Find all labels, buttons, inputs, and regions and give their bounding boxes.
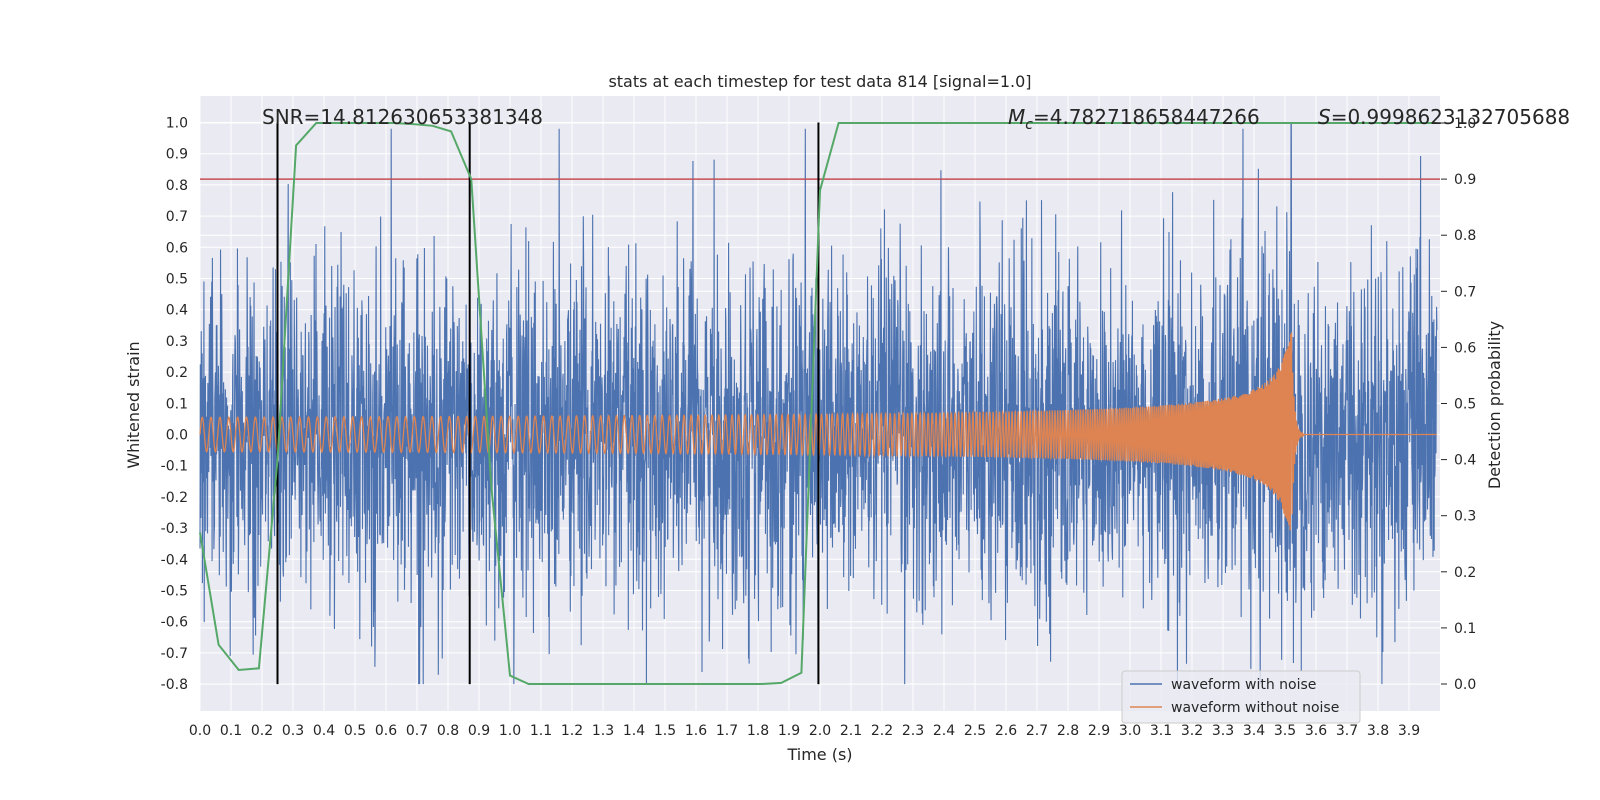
x-tick-label: 0.9 — [468, 723, 490, 739]
y2-tick-label: 0.3 — [1454, 509, 1476, 525]
x-tick-label: 2.7 — [1026, 723, 1048, 739]
score-annotation: S=0.9998623132705688 — [1318, 105, 1570, 129]
x-tick-label: 1.1 — [530, 723, 552, 739]
y-tick-label: 0.3 — [166, 334, 188, 350]
x-tick-label: 3.4 — [1243, 723, 1265, 739]
x-tick-label: 3.8 — [1367, 723, 1389, 739]
x-tick-label: 0.6 — [375, 723, 397, 739]
x-tick-label: 0.8 — [437, 723, 459, 739]
x-tick-label: 3.3 — [1212, 723, 1234, 739]
y2-axis-label: Detection probability — [1485, 321, 1504, 489]
y2-tick-label: 0.8 — [1454, 228, 1476, 244]
x-tick-label: 0.5 — [344, 723, 366, 739]
x-axis-label: Time (s) — [786, 745, 852, 764]
y-axis-ticks: -0.8 -0.7 -0.6 -0.5 -0.4 -0.3 -0.2 -0.1 0.0 0.1 0.… — [161, 116, 188, 694]
y-tick-label: -0.5 — [161, 584, 188, 600]
y2-tick-label: 1.0 — [1454, 116, 1476, 132]
x-tick-label: 3.0 — [1119, 723, 1141, 739]
x-tick-label: 1.5 — [654, 723, 676, 739]
x-tick-label: 1.9 — [778, 723, 800, 739]
y-tick-label: 0.7 — [166, 209, 188, 225]
x-tick-label: 1.7 — [716, 723, 738, 739]
chart-title: stats at each timestep for test data 814… — [608, 72, 1031, 91]
chirp-mass-subscript: c — [1025, 117, 1033, 133]
y-tick-label: -0.2 — [161, 490, 188, 506]
x-axis-ticks: 0.0 0.1 0.2 0.3 0.4 0.5 0.6 0.7 0.8 0.9 1.0 1.1 1.2 1… — [189, 723, 1420, 739]
y-tick-label: -0.6 — [161, 615, 188, 631]
x-tick-label: 3.9 — [1398, 723, 1420, 739]
x-tick-label: 0.3 — [282, 723, 304, 739]
x-tick-label: 2.3 — [902, 723, 924, 739]
detection-probability-line — [199, 122, 1437, 685]
x-tick-label: 1.4 — [623, 723, 645, 739]
legend-box — [1121, 670, 1361, 724]
x-tick-label: 3.5 — [1274, 723, 1296, 739]
x-tick-label: 1.0 — [499, 723, 521, 739]
y-tick-label: -0.4 — [161, 552, 188, 568]
y-tick-label: 0.0 — [166, 428, 188, 444]
x-tick-label: 0.0 — [189, 723, 211, 739]
y2-axis-ticks: 0.0 0.1 0.2 0.3 0.4 0.5 0.6 0.7 0.8 0.9 1.0 — [1441, 116, 1476, 693]
x-tick-label: 3.7 — [1336, 723, 1358, 739]
x-tick-label: 3.1 — [1150, 723, 1172, 739]
chirp-mass-annotation: Mc=4.782718658447266 — [1008, 105, 1260, 133]
x-tick-label: 1.8 — [747, 723, 769, 739]
y-tick-label: -0.7 — [161, 646, 188, 662]
x-tick-label: 1.2 — [561, 723, 583, 739]
x-tick-label: 2.2 — [871, 723, 893, 739]
y-tick-label: 0.1 — [166, 396, 188, 412]
x-tick-label: 2.0 — [809, 723, 831, 739]
x-tick-label: 2.5 — [964, 723, 986, 739]
score-symbol: S — [1318, 105, 1331, 129]
chirp-mass-symbol: M — [1008, 105, 1025, 129]
x-tick-label: 2.1 — [840, 723, 862, 739]
legend: waveform with noise waveform without noi… — [1121, 670, 1361, 724]
y-tick-label: 0.5 — [166, 272, 188, 288]
y-tick-label: 0.6 — [166, 240, 188, 256]
chirp-mass-value: =4.782718658447266 — [1033, 105, 1260, 129]
x-tick-label: 0.1 — [220, 723, 242, 739]
y-tick-label: -0.1 — [161, 459, 188, 475]
x-tick-label: 3.2 — [1181, 723, 1203, 739]
y-axis-label: Whitened strain — [124, 341, 143, 468]
y-tick-label: -0.3 — [161, 521, 188, 537]
y2-tick-label: 0.7 — [1454, 284, 1476, 300]
x-tick-label: 2.9 — [1088, 723, 1110, 739]
y-tick-label: 0.2 — [166, 365, 188, 381]
x-tick-label: 0.7 — [406, 723, 428, 739]
x-tick-label: 0.2 — [251, 723, 273, 739]
y2-tick-label: 0.4 — [1454, 453, 1476, 469]
y-tick-label: 0.4 — [166, 303, 188, 319]
x-tick-label: 2.6 — [995, 723, 1017, 739]
y-tick-label: 0.9 — [166, 147, 188, 163]
x-tick-label: 0.4 — [313, 723, 335, 739]
y-tick-label: 0.8 — [166, 178, 188, 194]
y2-tick-label: 0.5 — [1454, 397, 1476, 413]
x-tick-label: 1.3 — [592, 723, 614, 739]
y2-tick-label: 0.6 — [1454, 340, 1476, 356]
legend-label-noise: waveform with noise — [1171, 677, 1316, 693]
score-value: =0.9998623132705688 — [1331, 105, 1570, 129]
x-tick-label: 1.6 — [685, 723, 707, 739]
y2-tick-label: 0.0 — [1454, 677, 1476, 693]
detection-probability-series — [199, 122, 1437, 685]
x-tick-label: 2.4 — [933, 723, 955, 739]
x-tick-label: 2.8 — [1057, 723, 1079, 739]
legend-label-clean: waveform without noise — [1171, 700, 1339, 716]
x-tick-label: 3.6 — [1305, 723, 1327, 739]
y-tick-label: 1.0 — [166, 116, 188, 132]
snr-annotation: SNR=14.812630653381348 — [262, 105, 543, 129]
y2-tick-label: 0.2 — [1454, 565, 1476, 581]
y2-tick-label: 0.9 — [1454, 172, 1476, 188]
y-tick-label: -0.8 — [161, 677, 188, 693]
y2-tick-label: 0.1 — [1454, 621, 1476, 637]
